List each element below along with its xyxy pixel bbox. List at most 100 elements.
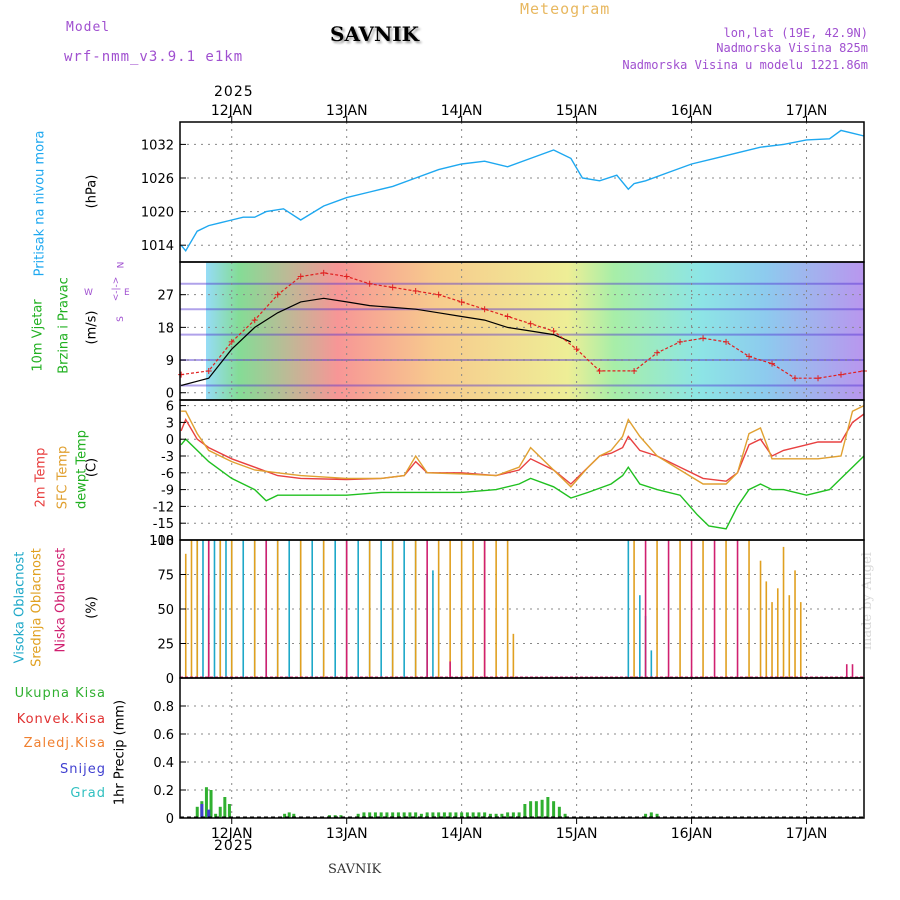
wind-gust-point: [481, 306, 488, 313]
series-line-dewpt-temp: [180, 438, 865, 530]
bar-ukupna-kisa: [454, 812, 458, 818]
bar-ukupna-kisa: [557, 806, 561, 818]
y-tick-label: -18: [153, 534, 174, 549]
bar-ukupna-kisa: [655, 813, 659, 818]
wind-gust-point: [550, 328, 557, 334]
bar-ukupna-kisa: [523, 804, 527, 818]
y-tick-label: -9: [161, 484, 174, 499]
bar-ukupna-kisa: [465, 812, 469, 818]
bar-ukupna-kisa: [214, 813, 218, 818]
y-tick-label: 0: [166, 433, 174, 448]
bar-srednja-oblacnost: [219, 540, 222, 678]
bar-ukupna-kisa: [644, 813, 648, 818]
wind-gust-point: [251, 317, 258, 324]
bar-ukupna-kisa: [546, 797, 550, 818]
wind-gust-point: [458, 298, 465, 305]
bar-ukupna-kisa: [283, 813, 287, 818]
bar-ukupna-kisa: [195, 806, 199, 818]
bar-srednja-oblacnost: [391, 540, 394, 678]
x-tick-label-bottom: 13JAN: [326, 826, 368, 842]
wind-gust-point: [178, 371, 185, 378]
bar-visoka-oblacnost: [380, 540, 382, 678]
series-line-pritisak-na-nivou-mora: [180, 129, 865, 253]
wind-gust-point: [527, 320, 534, 327]
y-tick-label: 18: [157, 321, 174, 336]
precip-label-snow: Snijeg: [60, 762, 106, 777]
footer-title: SAVNIK: [328, 862, 382, 877]
bar-ukupna-kisa: [385, 812, 389, 818]
panel-frame-precipitation: [179, 677, 865, 819]
precip-label-frz: Zaledj.Kisa: [23, 736, 106, 751]
bar-ukupna-kisa: [287, 812, 291, 818]
y-tick-label: 1032: [141, 138, 174, 153]
bar-srednja-oblacnost: [633, 540, 635, 678]
bar-ukupna-kisa: [419, 813, 423, 818]
x-tick-label-top: 15JAN: [556, 103, 598, 119]
bar-srednja-oblacnost: [776, 588, 779, 678]
bar-srednja-oblacnost: [702, 540, 704, 678]
wind-gust-point: [746, 353, 753, 360]
y-tick-label: 1014: [141, 239, 174, 254]
bar-srednja-oblacnost: [230, 540, 233, 678]
bar-visoka-oblacnost: [202, 540, 204, 678]
wind-gust-point: [723, 338, 730, 345]
compass-w: W: [84, 288, 93, 298]
bar-ukupna-kisa: [379, 812, 383, 818]
y-tick-label: 100: [149, 534, 174, 549]
bar-ukupna-kisa: [448, 812, 452, 818]
series-line-wind-speed: [180, 297, 572, 387]
y-tick-label: -12: [153, 500, 174, 515]
wind-gust-point: [274, 291, 281, 298]
bar-snijeg: [200, 804, 204, 818]
bar-ukupna-kisa: [442, 812, 446, 818]
bar-srednja-oblacnost: [782, 546, 785, 678]
bar-srednja-oblacnost: [506, 540, 509, 678]
meteogram-label: Meteogram: [520, 0, 611, 18]
bar-niska-oblacnost: [736, 540, 739, 678]
bar-ukupna-kisa: [483, 812, 487, 818]
bar-niska-oblacnost: [667, 540, 670, 678]
wind-gust-point: [769, 360, 776, 367]
panel-frame-pressure: [179, 121, 865, 263]
y-tick-label: 0: [166, 387, 174, 402]
y-tick-label: 6: [166, 400, 174, 415]
bar-ukupna-kisa: [529, 801, 533, 818]
bar-ukupna-kisa: [391, 812, 395, 818]
bar-visoka-oblacnost: [213, 540, 216, 678]
bar-ukupna-kisa: [563, 813, 567, 818]
bar-srednja-oblacnost: [512, 633, 515, 678]
wind-gust-point: [838, 371, 845, 378]
precip-label-grad: Grad: [70, 786, 106, 801]
y-tick-label: -15: [153, 517, 174, 532]
wind-gust-point: [205, 367, 212, 374]
bar-ukupna-kisa: [477, 812, 481, 818]
y-tick-label: 0.2: [153, 784, 174, 799]
bar-niska-oblacnost: [426, 540, 428, 678]
bar-srednja-oblacnost: [794, 570, 796, 678]
x-tick-label-bottom: 14JAN: [441, 826, 483, 842]
bar-ukupna-kisa: [460, 812, 464, 818]
x-tick-label-top: 14JAN: [441, 103, 483, 119]
wind-gust-point: [504, 313, 511, 320]
bar-niska-oblacnost: [713, 540, 716, 678]
bar-niska-oblacnost: [845, 664, 848, 678]
wind-gust-point: [412, 288, 419, 295]
y-tick-label: 50: [157, 603, 174, 618]
bar-niska-oblacnost: [265, 540, 268, 678]
bar-srednja-oblacnost: [765, 581, 768, 678]
bar-srednja-oblacnost: [276, 540, 279, 678]
y-tick-label: 0.4: [153, 756, 174, 771]
bar-srednja-oblacnost: [748, 540, 750, 678]
y-tick-label: -6: [161, 467, 174, 482]
bar-srednja-oblacnost: [196, 540, 199, 678]
wind-gust-point: [815, 375, 822, 382]
bar-srednja-oblacnost: [322, 540, 325, 678]
wind-gust-point: [297, 273, 304, 280]
precip-label-conv: Konvek.Kisa: [16, 712, 106, 727]
bar-visoka-oblacnost: [627, 540, 630, 678]
bar-visoka-oblacnost: [288, 540, 291, 678]
bar-visoka-oblacnost: [403, 540, 405, 678]
bar-ukupna-kisa: [494, 813, 498, 818]
coords-label: lon,lat (19E, 42.9N): [723, 26, 869, 40]
